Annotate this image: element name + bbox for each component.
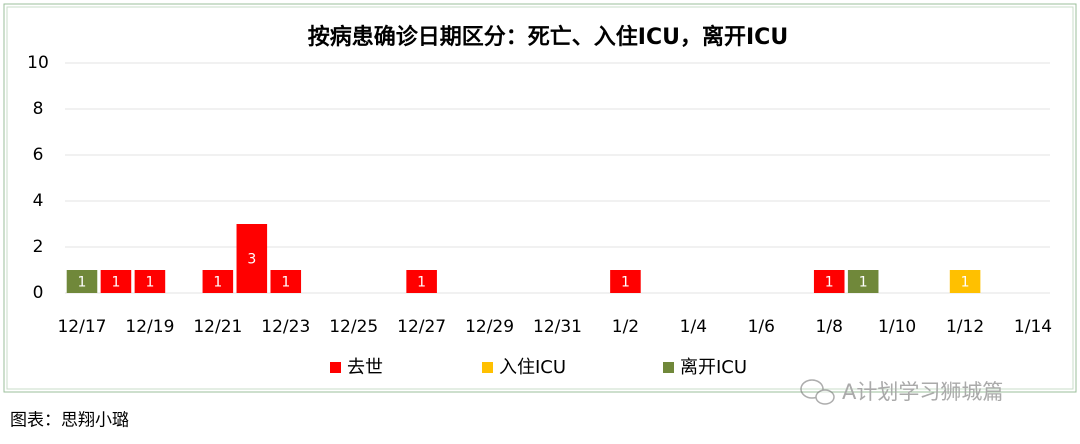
- y-tick-label: 10: [27, 53, 49, 73]
- x-tick-label: 12/27: [397, 317, 446, 337]
- bar: [949, 270, 981, 293]
- data-label: 3: [247, 252, 256, 268]
- bar: [66, 270, 98, 293]
- x-tick-label: 12/21: [193, 317, 242, 337]
- bar: [813, 270, 845, 293]
- legend-label: 入住ICU: [499, 357, 566, 378]
- data-label: 1: [417, 275, 426, 291]
- bar: [202, 270, 234, 293]
- data-label: 1: [281, 275, 290, 291]
- bar: [236, 224, 268, 293]
- data-label: 1: [859, 275, 868, 291]
- bar: [134, 270, 166, 293]
- watermark-icon: [800, 379, 835, 405]
- chart-frame-inner: [6, 6, 1074, 390]
- data-label: 1: [621, 275, 630, 291]
- legend-label: 去世: [347, 357, 383, 378]
- x-tick-label: 1/14: [1014, 317, 1052, 337]
- x-tick-label: 1/2: [612, 317, 639, 337]
- data-label: 1: [825, 275, 834, 291]
- y-tick-label: 2: [33, 237, 44, 257]
- x-tick-label: 12/29: [465, 317, 514, 337]
- chart-title: 按病患确诊日期区分：死亡、入住ICU，离开ICU: [308, 24, 788, 50]
- data-label: 1: [961, 275, 970, 291]
- data-label: 1: [111, 275, 120, 291]
- x-tick-label: 1/10: [878, 317, 916, 337]
- y-tick-label: 8: [33, 99, 44, 119]
- caption: 图表：思翔小璐: [10, 411, 129, 431]
- data-label: 1: [78, 275, 87, 291]
- legend-swatch: [482, 362, 493, 373]
- bar: [100, 270, 132, 293]
- y-tick-label: 0: [33, 283, 44, 303]
- x-tick-label: 1/6: [748, 317, 775, 337]
- legend-label: 离开ICU: [680, 357, 747, 378]
- x-tick-label: 1/12: [946, 317, 984, 337]
- y-tick-label: 4: [33, 191, 44, 211]
- x-tick-label: 1/4: [680, 317, 707, 337]
- y-tick-label: 6: [33, 145, 44, 165]
- watermark: A计划学习狮城篇: [842, 380, 1003, 404]
- bar: [610, 270, 641, 293]
- x-tick-label: 12/25: [329, 317, 378, 337]
- data-label: 1: [145, 275, 154, 291]
- bar: [847, 270, 879, 293]
- legend-swatch: [663, 362, 674, 373]
- x-tick-label: 1/8: [816, 317, 843, 337]
- x-tick-label: 12/17: [57, 317, 106, 337]
- x-tick-label: 12/31: [533, 317, 582, 337]
- legend-swatch: [330, 362, 341, 373]
- chart-frame: [3, 3, 1077, 393]
- bar: [270, 270, 302, 293]
- data-label: 1: [213, 275, 222, 291]
- bar: [406, 270, 437, 293]
- x-tick-label: 12/19: [125, 317, 174, 337]
- x-tick-label: 12/23: [261, 317, 310, 337]
